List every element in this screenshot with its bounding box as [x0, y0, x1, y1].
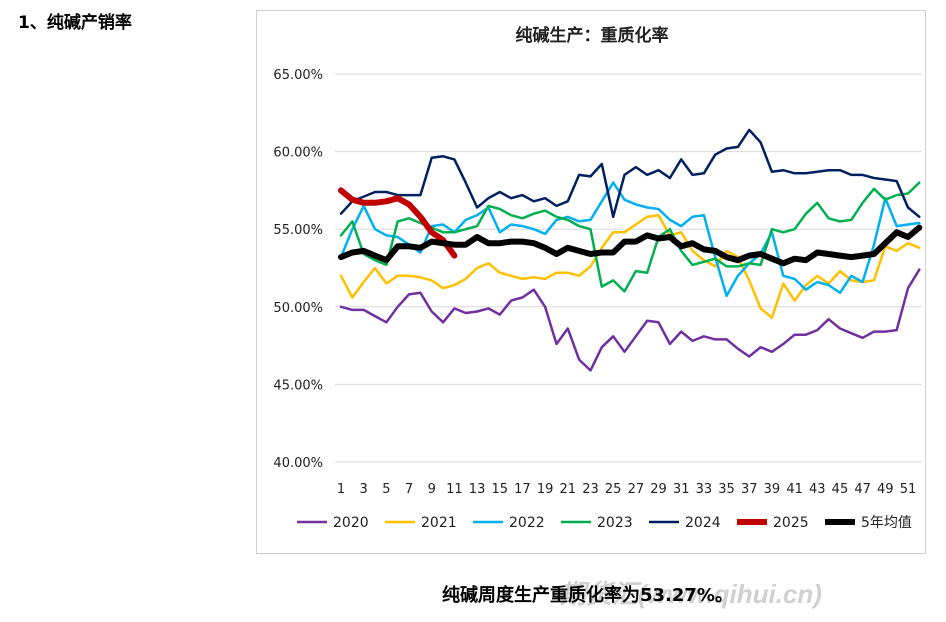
x-tick-label: 41 [786, 482, 803, 497]
x-tick-label: 45 [832, 482, 849, 497]
y-tick-label: 45.00% [273, 378, 323, 393]
x-tick-label: 9 [428, 482, 436, 497]
series-line-2020 [339, 268, 921, 372]
y-tick-label: 55.00% [273, 223, 323, 238]
x-tick-label: 7 [405, 482, 413, 497]
x-tick-label: 27 [628, 482, 645, 497]
x-tick-label: 33 [696, 482, 713, 497]
x-tick-label: 11 [446, 482, 463, 497]
x-tick-label: 39 [764, 482, 781, 497]
y-tick-label: 40.00% [273, 456, 323, 471]
series-line-2021 [339, 213, 921, 319]
y-tick-label: 50.00% [273, 301, 323, 316]
y-tick-label: 60.00% [273, 146, 323, 161]
section-heading: 1、纯碱产销率 [18, 13, 132, 33]
legend-label-2025: 2025 [773, 515, 809, 531]
watermark: 期货汇(www.qihui.cn) [560, 579, 822, 609]
x-tick-label: 19 [537, 482, 554, 497]
x-tick-label: 17 [514, 482, 531, 497]
chart-title: 纯碱生产：重质化率 [516, 25, 669, 46]
x-tick-label: 15 [491, 482, 508, 497]
y-tick-label: 65.00% [273, 68, 323, 83]
x-tick-label: 43 [809, 482, 826, 497]
legend-label-2022: 2022 [509, 515, 545, 531]
series-line-2024 [339, 128, 921, 219]
x-tick-label: 23 [582, 482, 599, 497]
x-tick-label: 3 [360, 482, 368, 497]
x-tick-label: 13 [469, 482, 486, 497]
series-line-2022 [339, 181, 921, 298]
legend-label-2021: 2021 [421, 515, 457, 531]
x-tick-label: 49 [877, 482, 894, 497]
legend-label-2024: 2024 [685, 515, 721, 531]
chart-caption: 纯碱周度生产重质化率为53.27%。 [442, 585, 733, 606]
x-tick-label: 47 [854, 482, 871, 497]
legend-label-5年均值: 5年均值 [861, 515, 912, 531]
x-tick-label: 1 [337, 482, 345, 497]
x-tick-label: 37 [741, 482, 758, 497]
legend-label-2020: 2020 [333, 515, 369, 531]
series-line-2023 [339, 181, 921, 293]
x-tick-label: 5 [382, 482, 390, 497]
x-tick-label: 21 [560, 482, 577, 497]
x-tick-label: 31 [673, 482, 690, 497]
series-line-5年均值 [338, 224, 923, 267]
x-tick-label: 25 [605, 482, 622, 497]
line-chart: 纯碱生产：重质化率 40.00% 45.00% 50.00% 55.00% 60.00% 6… [273, 25, 923, 531]
chart-container: 纯碱生产：重质化率 40.00% 45.00% 50.00% 55.00% 60.00% 6… [256, 10, 926, 554]
x-tick-label: 35 [718, 482, 735, 497]
legend-label-2023: 2023 [597, 515, 633, 531]
x-tick-label: 29 [650, 482, 667, 497]
series-line-2025 [338, 187, 458, 259]
x-tick-label: 51 [900, 482, 917, 497]
